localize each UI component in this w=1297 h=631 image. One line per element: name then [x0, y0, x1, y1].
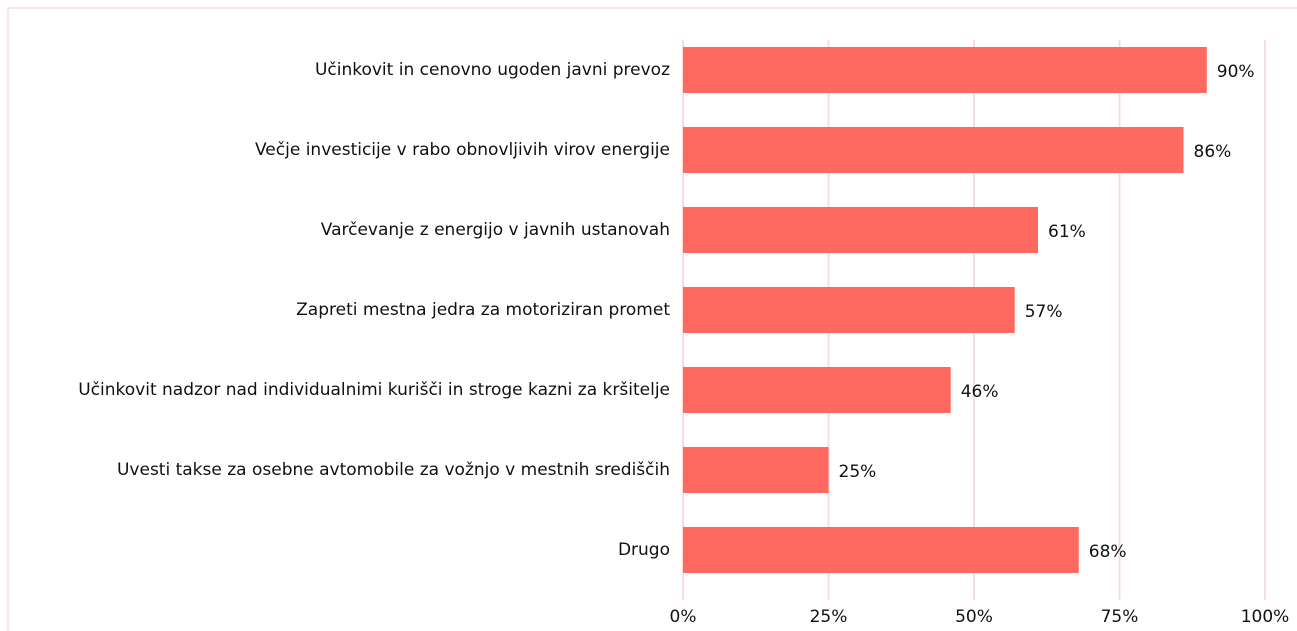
bar: [683, 47, 1207, 93]
category-label: Učinkovit in cenovno ugoden javni prevoz: [314, 60, 670, 80]
bar: [683, 207, 1039, 253]
category-label: Uvesti takse za osebne avtomobile za vož…: [116, 460, 670, 480]
category-label: Učinkovit nadzor nad individualnimi kuri…: [78, 380, 670, 400]
data-label: 25%: [839, 462, 877, 482]
bar: [683, 127, 1184, 173]
bar: [683, 287, 1015, 333]
x-tick-label: 50%: [955, 607, 993, 627]
frame: [7, 7, 1297, 631]
bar: [683, 447, 829, 493]
category-label: Večje investicije v rabo obnovljivih vir…: [255, 140, 670, 160]
data-label: 68%: [1089, 542, 1127, 562]
data-label: 86%: [1194, 142, 1232, 162]
category-label: Drugo: [617, 540, 670, 560]
x-tick-label: 100%: [1241, 607, 1290, 627]
x-tick-label: 75%: [1101, 607, 1139, 627]
data-label: 90%: [1217, 62, 1255, 82]
data-label: 46%: [961, 382, 999, 402]
x-tick-label: 0%: [670, 607, 697, 627]
category-label: Varčevanje z energijo v javnih ustanovah: [320, 220, 670, 240]
data-label: 57%: [1025, 302, 1063, 322]
x-tick-label: 25%: [810, 607, 848, 627]
data-label: 61%: [1048, 222, 1086, 242]
category-label: Zapreti mestna jedra za motoriziran prom…: [296, 300, 670, 320]
bar: [683, 367, 951, 413]
bar: [683, 527, 1079, 573]
